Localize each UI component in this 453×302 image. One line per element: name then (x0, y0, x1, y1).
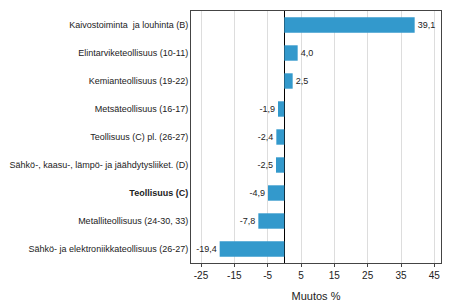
svg-text:15: 15 (329, 270, 341, 281)
svg-text:-7,8: -7,8 (240, 216, 256, 226)
svg-text:45: 45 (429, 270, 441, 281)
svg-text:2,5: 2,5 (296, 76, 309, 86)
svg-text:Metalliteollisuus (24-30, 33): Metalliteollisuus (24-30, 33) (78, 216, 188, 226)
svg-text:25: 25 (362, 270, 374, 281)
svg-text:39,1: 39,1 (418, 20, 436, 30)
svg-text:Teollisuus (C) pl. (26-27): Teollisuus (C) pl. (26-27) (90, 132, 188, 142)
svg-text:-4,9: -4,9 (249, 188, 265, 198)
svg-text:5: 5 (298, 270, 304, 281)
svg-text:-15: -15 (227, 270, 242, 281)
svg-text:-5: -5 (263, 270, 272, 281)
svg-text:Sähkö-, kaasu-, lämpö- ja jääh: Sähkö-, kaasu-, lämpö- ja jäähdytysliike… (10, 160, 189, 170)
svg-text:Metsäteollisuus (16-17): Metsäteollisuus (16-17) (95, 104, 189, 114)
svg-text:Sähkö- ja elektroniikkateollis: Sähkö- ja elektroniikkateollisuus (26-27… (29, 244, 189, 254)
svg-text:Kemianteollisuus (19-22): Kemianteollisuus (19-22) (89, 76, 189, 86)
svg-text:35: 35 (395, 270, 407, 281)
svg-text:Kaivostoiminta ja louhinta (B: Kaivostoiminta ja louhinta (B) (69, 20, 188, 30)
svg-text:Muutos %: Muutos % (292, 290, 341, 302)
svg-text:-19,4: -19,4 (196, 244, 217, 254)
svg-text:-1,9: -1,9 (259, 104, 275, 114)
svg-text:-25: -25 (194, 270, 209, 281)
svg-text:4,0: 4,0 (301, 48, 314, 58)
svg-text:Elintarviketeollisuus (10-11): Elintarviketeollisuus (10-11) (78, 48, 188, 58)
svg-text:Teollisuus (C): Teollisuus (C) (129, 188, 188, 198)
svg-text:-2,4: -2,4 (258, 132, 274, 142)
svg-text:-2,5: -2,5 (257, 160, 273, 170)
